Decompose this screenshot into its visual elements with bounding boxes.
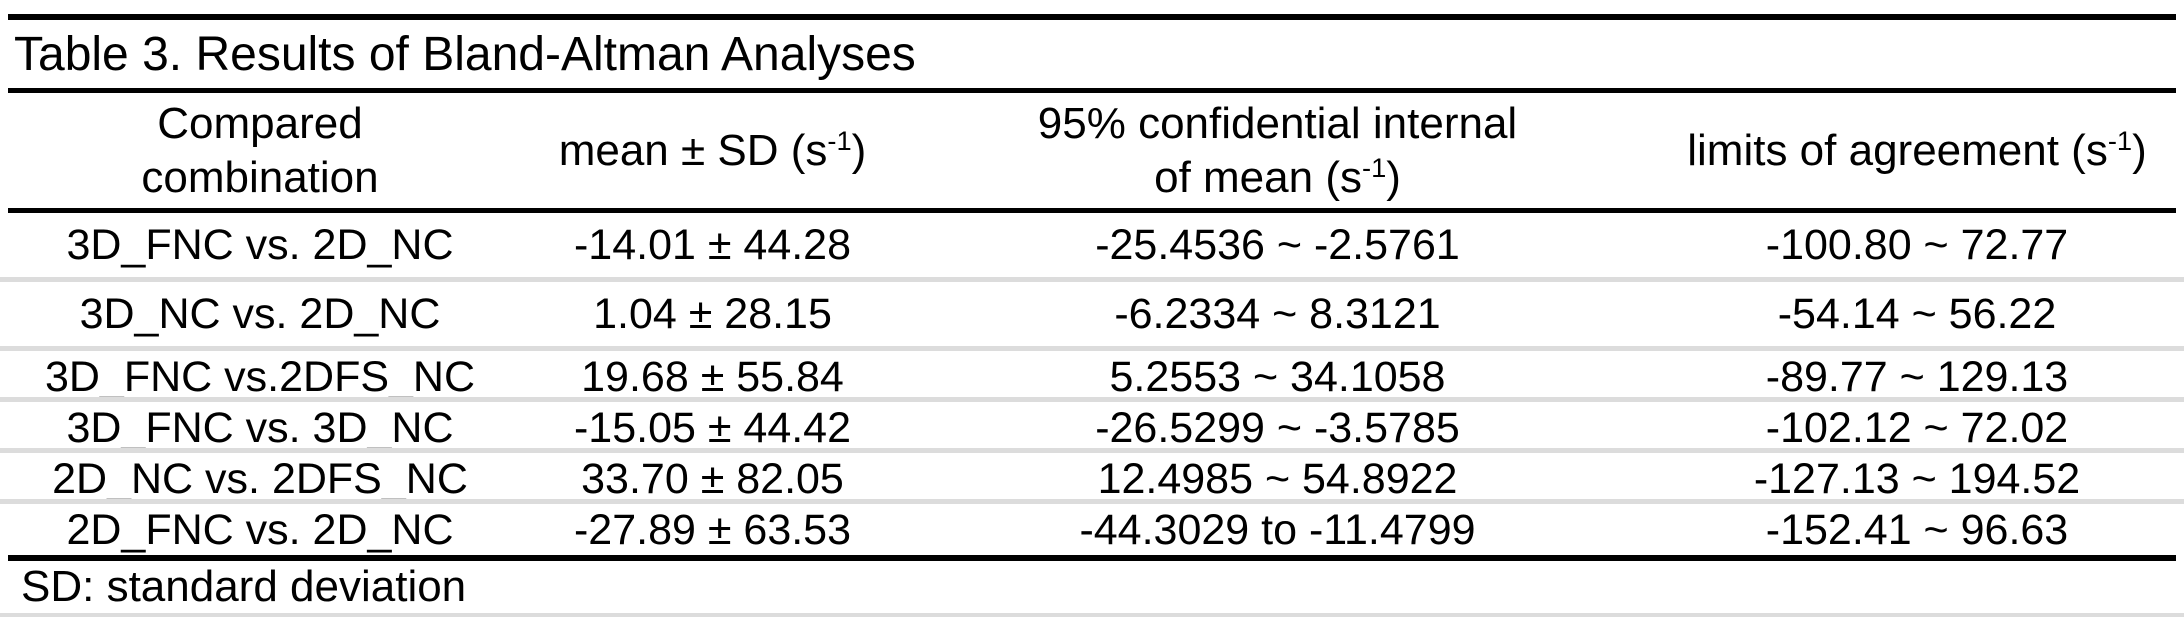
table-row: 3D_FNC vs.2DFS_NC 19.68 ± 55.84 5.2553 ~… bbox=[0, 351, 2184, 401]
table-title: Table 3. Results of Bland-Altman Analyse… bbox=[14, 27, 916, 81]
row-separator bbox=[0, 397, 2184, 402]
cell-limits-of-agreement: -54.14 ~ 56.22 bbox=[1777, 289, 2057, 338]
header-line: combination bbox=[141, 152, 379, 202]
table-footnote: SD: standard deviation bbox=[21, 562, 467, 611]
header-mean-sd: mean ± SD (s-1) bbox=[520, 93, 905, 208]
cell-combination: 2D_NC vs. 2DFS_NC bbox=[52, 455, 468, 503]
superscript-unit: -1 bbox=[1361, 151, 1387, 183]
cell-combination: 3D_FNC vs. 3D_NC bbox=[66, 404, 454, 452]
cell-limits-of-agreement: -102.12 ~ 72.02 bbox=[1765, 404, 2069, 452]
table-row: 3D_NC vs. 2D_NC 1.04 ± 28.15 -6.2334 ~ 8… bbox=[0, 282, 2184, 346]
cell-mean-sd: -27.89 ± 63.53 bbox=[573, 506, 852, 554]
header-compared-combination: Compared combination bbox=[0, 93, 520, 208]
superscript-unit: -1 bbox=[2107, 124, 2133, 156]
row-separator bbox=[0, 499, 2184, 504]
cell-confidence-interval: 5.2553 ~ 34.1058 bbox=[1109, 353, 1446, 401]
row-separator bbox=[0, 277, 2184, 282]
cell-combination: 2D_FNC vs. 2D_NC bbox=[66, 506, 454, 554]
page-gridline bbox=[0, 613, 2184, 617]
cell-combination: 3D_NC vs. 2D_NC bbox=[79, 289, 441, 338]
table-top-border bbox=[8, 14, 2176, 20]
cell-mean-sd: 19.68 ± 55.84 bbox=[581, 353, 844, 401]
table-header-row: Compared combination mean ± SD (s-1) 95%… bbox=[0, 93, 2184, 208]
cell-confidence-interval: -25.4536 ~ -2.5761 bbox=[1095, 220, 1460, 269]
header-divider bbox=[8, 208, 2176, 213]
title-divider bbox=[8, 88, 2176, 93]
cell-mean-sd: -15.05 ± 44.42 bbox=[573, 404, 852, 452]
table-bottom-border bbox=[8, 555, 2176, 561]
header-line: mean ± SD (s-1) bbox=[558, 124, 867, 175]
cell-confidence-interval: 12.4985 ~ 54.8922 bbox=[1097, 455, 1458, 503]
cell-limits-of-agreement: -89.77 ~ 129.13 bbox=[1765, 353, 2069, 401]
cell-combination: 3D_FNC vs. 2D_NC bbox=[66, 220, 454, 269]
table-row: 3D_FNC vs. 2D_NC -14.01 ± 44.28 -25.4536… bbox=[0, 213, 2184, 277]
row-separator bbox=[0, 448, 2184, 453]
cell-limits-of-agreement: -127.13 ~ 194.52 bbox=[1753, 455, 2081, 503]
table-row: 2D_FNC vs. 2D_NC -27.89 ± 63.53 -44.3029… bbox=[0, 504, 2184, 555]
header-limits-of-agreement: limits of agreement (s-1) bbox=[1650, 93, 2184, 208]
cell-mean-sd: 1.04 ± 28.15 bbox=[593, 289, 832, 338]
header-confidence-interval: 95% confidential internal of mean (s-1) bbox=[905, 93, 1650, 208]
table-row: 3D_FNC vs. 3D_NC -15.05 ± 44.42 -26.5299… bbox=[0, 402, 2184, 452]
cell-limits-of-agreement: -152.41 ~ 96.63 bbox=[1765, 506, 2069, 554]
cell-confidence-interval: -6.2334 ~ 8.3121 bbox=[1114, 289, 1441, 338]
cell-combination: 3D_FNC vs.2DFS_NC bbox=[44, 353, 476, 401]
cell-limits-of-agreement: -100.80 ~ 72.77 bbox=[1765, 220, 2069, 269]
table-row: 2D_NC vs. 2DFS_NC 33.70 ± 82.05 12.4985 … bbox=[0, 453, 2184, 503]
row-separator bbox=[0, 346, 2184, 351]
cell-confidence-interval: -26.5299 ~ -3.5785 bbox=[1095, 404, 1460, 452]
cell-mean-sd: -14.01 ± 44.28 bbox=[573, 220, 852, 269]
superscript-unit: -1 bbox=[827, 124, 852, 156]
header-line: limits of agreement (s-1) bbox=[1687, 124, 2147, 175]
cell-confidence-interval: -44.3029 to -11.4799 bbox=[1079, 506, 1476, 554]
header-line: 95% confidential internal bbox=[1037, 98, 1518, 148]
header-line: Compared bbox=[157, 98, 363, 148]
header-line: of mean (s-1) bbox=[1154, 151, 1401, 202]
cell-mean-sd: 33.70 ± 82.05 bbox=[581, 455, 844, 503]
